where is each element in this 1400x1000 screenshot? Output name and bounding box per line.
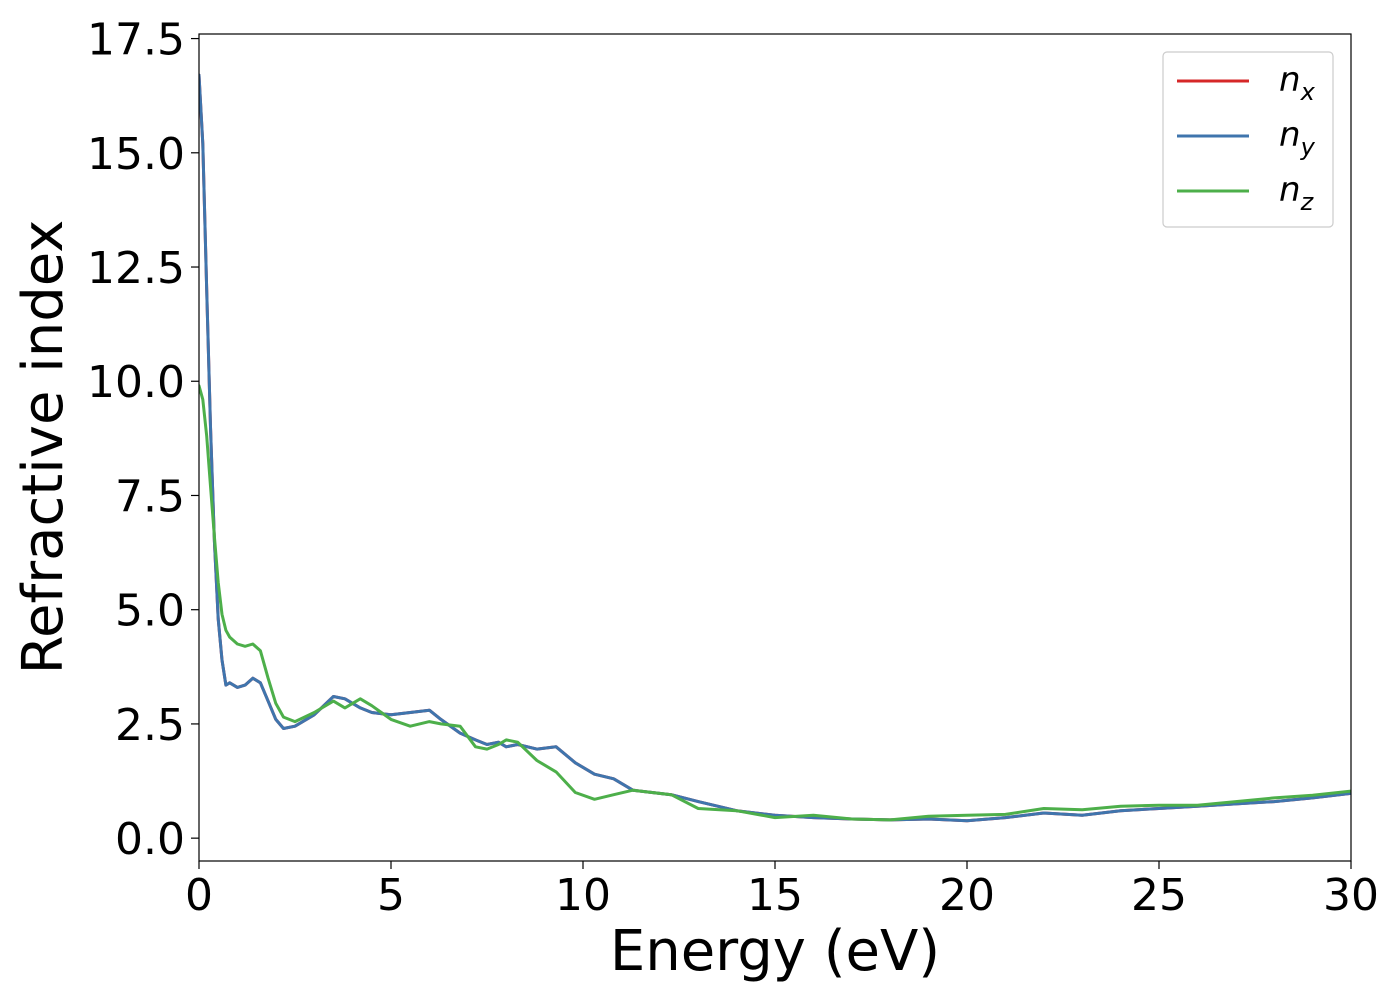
x-tick-label: 10 bbox=[555, 870, 611, 921]
y-axis-label: Refractive index bbox=[11, 220, 76, 675]
x-tick-label: 25 bbox=[1131, 870, 1187, 921]
y-tick-label: 15.0 bbox=[87, 129, 185, 180]
series-layer bbox=[199, 73, 1351, 823]
x-tick-label: 0 bbox=[185, 870, 213, 921]
legend-label: ny bbox=[1279, 115, 1316, 161]
y-tick-label: 17.5 bbox=[87, 15, 185, 66]
legend-label-base: n bbox=[1279, 60, 1301, 100]
y-tick-label: 2.5 bbox=[115, 700, 185, 751]
x-tick-label: 15 bbox=[747, 870, 803, 921]
y-axis-ticks: 0.0 2.5 5.0 7.5 10.0 12.5 15.0 17.5 bbox=[87, 15, 199, 865]
legend-label-base: n bbox=[1279, 170, 1301, 210]
legend-label: nz bbox=[1279, 170, 1315, 216]
y-tick-label: 12.5 bbox=[87, 243, 185, 294]
x-tick-label: 30 bbox=[1323, 870, 1379, 921]
series-line-nz bbox=[199, 384, 1351, 822]
legend-label-subscript: x bbox=[1300, 78, 1316, 106]
y-tick-label: 0.0 bbox=[115, 814, 185, 865]
legend-box bbox=[1162, 51, 1334, 228]
legend-label-subscript: y bbox=[1300, 133, 1316, 161]
x-axis-label: Energy (eV) bbox=[610, 919, 940, 984]
series-lines bbox=[199, 73, 1351, 823]
x-axis-ticks: 0 5 10 15 20 25 30 bbox=[185, 861, 1379, 921]
legend-label-base: n bbox=[1279, 115, 1301, 155]
x-tick-label: 5 bbox=[377, 870, 405, 921]
y-tick-label: 10.0 bbox=[87, 357, 185, 408]
series-line-ny bbox=[199, 73, 1351, 823]
legend-label-subscript: z bbox=[1300, 188, 1315, 216]
legend-label: nx bbox=[1279, 60, 1316, 106]
y-tick-label: 5.0 bbox=[115, 586, 185, 637]
y-tick-label: 7.5 bbox=[115, 471, 185, 522]
x-tick-label: 20 bbox=[939, 870, 995, 921]
